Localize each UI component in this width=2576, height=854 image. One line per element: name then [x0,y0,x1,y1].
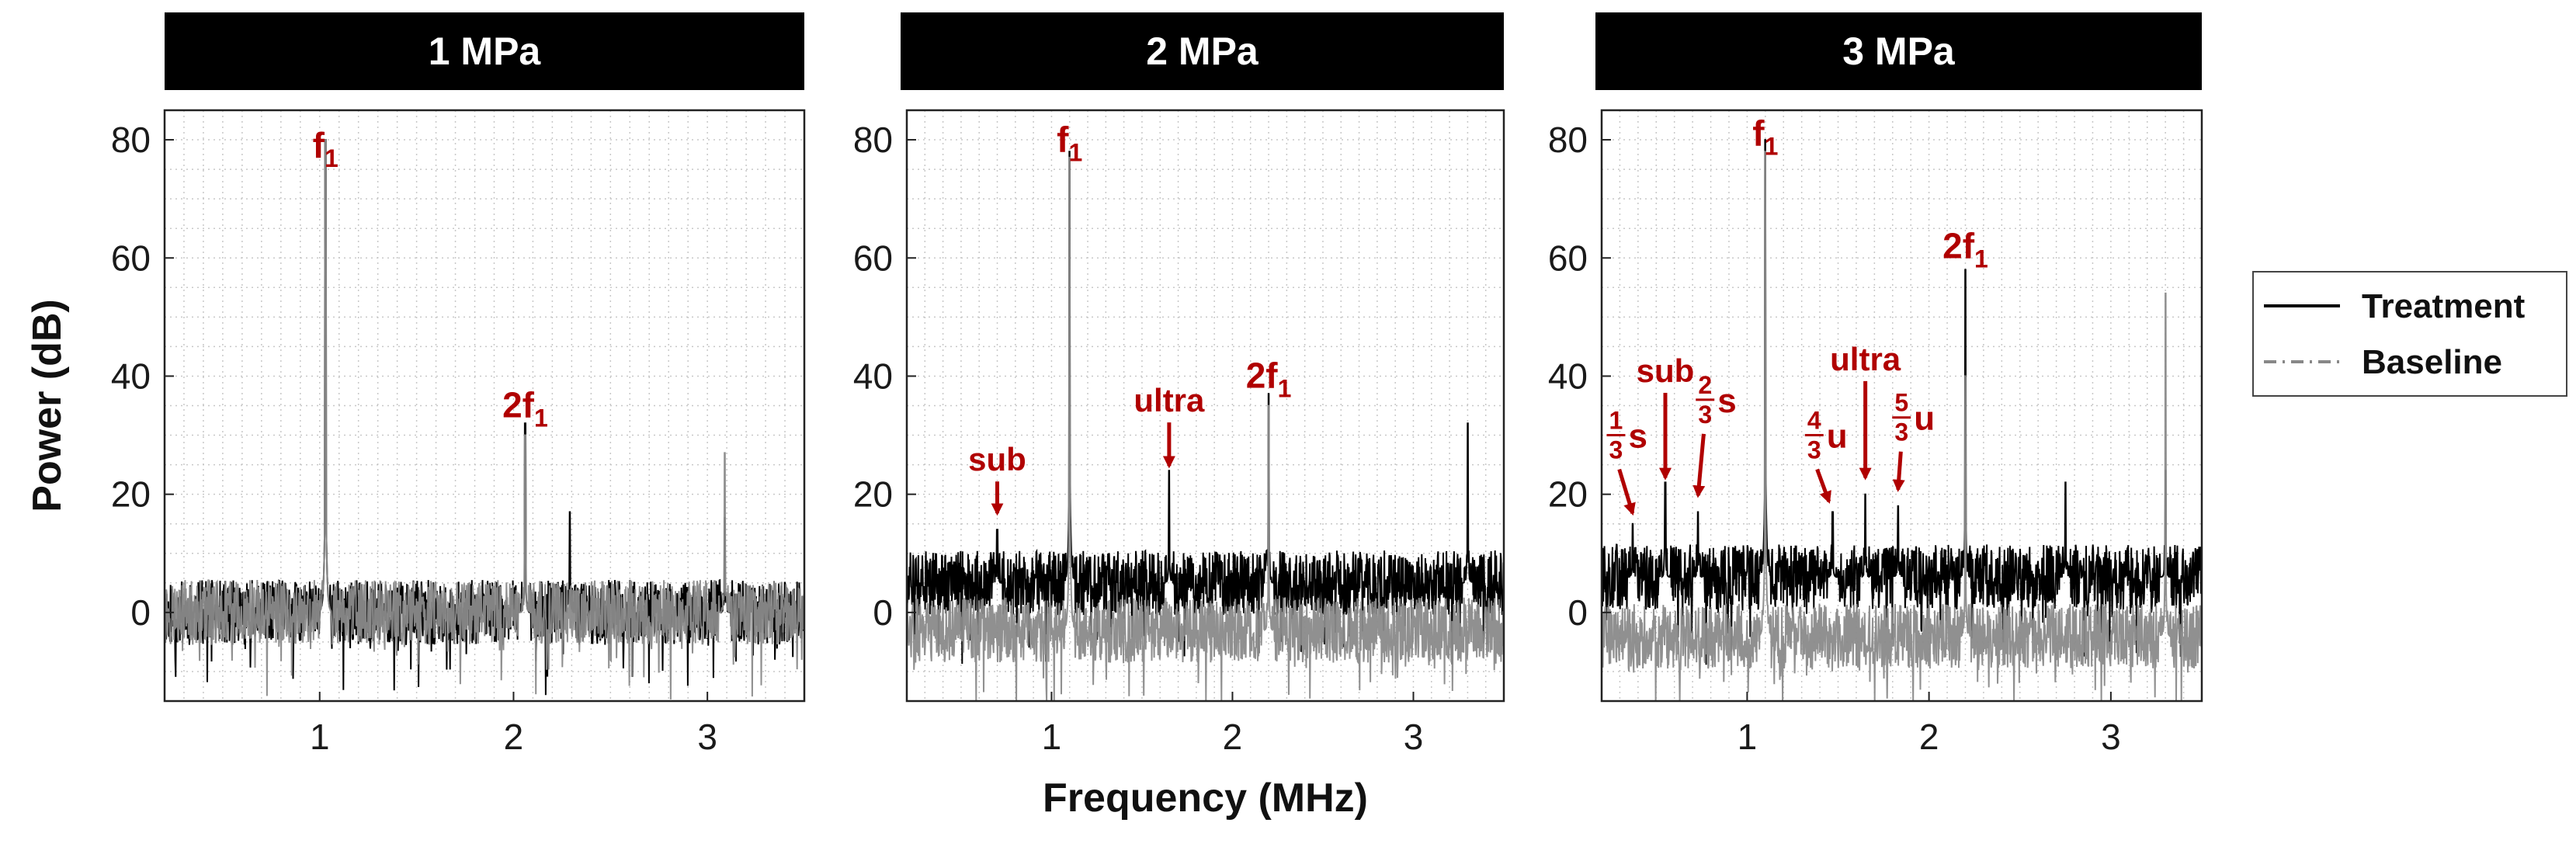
annotation-subscript: 1 [1765,133,1779,161]
annotation-tail: s [1628,418,1647,456]
grid [164,109,805,702]
annotation-denominator: 3 [1609,436,1623,464]
x-tick-label: 1 [310,717,330,757]
annotation-label: 2f1 [502,385,548,432]
annotation-subscript: 1 [1068,138,1082,166]
series-baseline [906,156,1505,702]
x-tick-label: 3 [2101,717,2121,757]
annotation-label: 2f1 [1942,225,1988,273]
x-tick-label: 3 [697,717,717,757]
annotation: 2f1 [1942,225,1988,273]
plot-frame [1600,109,2203,703]
series-treatment [906,151,1505,665]
plot-frame [905,109,1505,703]
y-tick-label: 20 [1548,474,1588,515]
y-tick-label: 20 [853,474,893,515]
y-tick-label: 60 [1548,238,1588,278]
annotation-label: ultra [1134,382,1205,418]
series-baseline [1601,151,2203,702]
annotation-denominator: 3 [1698,401,1712,429]
y-tick-label: 60 [853,238,893,278]
annotation-subscript: 1 [1974,245,1988,273]
annotation-tail: s [1717,382,1736,420]
y-tick-label: 40 [111,356,151,396]
x-tick-label: 2 [504,717,524,757]
annotation: ultra [1134,382,1205,469]
annotation-denominator: 3 [1894,418,1908,446]
y-tick-label: 0 [1567,592,1588,633]
annotation-arrow [1892,451,1905,492]
annotation-tail: u [1914,400,1935,438]
panel-title: 3 MPa [1842,30,1956,73]
annotation-label: f1 [1752,113,1778,161]
series-baseline [164,139,805,700]
plot-frame [163,109,806,703]
annotation-label: f1 [1057,119,1082,166]
annotation-denominator: 3 [1807,436,1821,464]
annotation-arrow [1815,468,1831,504]
panel-2: 2 MPa 0 20 40 60 80 1 2 3 Frequency (MHz) f1 2f1 sub… [853,12,1505,821]
panel-title: 2 MPa [1146,30,1259,73]
y-tick-label: 60 [111,238,151,278]
y-tick-label: 20 [111,474,151,515]
panel-title: 1 MPa [429,30,542,73]
y-tick-label: 80 [853,120,893,160]
panel-1: 1 MPa 0 20 40 60 80 1 2 3 Power (dB) f1 2f1 [25,12,806,757]
annotation: sub [1637,352,1695,481]
annotation-numerator: 4 [1807,407,1821,435]
annotation-label: sub [1637,352,1695,389]
annotation-label: f1 [313,125,338,172]
legend-label-baseline: Baseline [2362,343,2502,381]
annotation-label: ultra [1830,341,1901,377]
annotation-arrow [1692,433,1706,498]
annotation-label: sub [968,441,1026,477]
y-tick-label: 40 [1548,356,1588,396]
x-tick-label: 2 [1223,717,1243,757]
annotation: f1 [313,125,338,172]
annotation-subscript: 1 [534,404,548,432]
annotation: 2f1 [502,385,548,432]
annotation-subscript: 1 [1278,375,1292,403]
panel-header [901,12,1504,90]
annotation: f1 [1752,113,1778,161]
x-tick-label: 2 [1919,717,1939,757]
panel-header [1595,12,2202,90]
annotation: sub [968,441,1026,516]
legend: Treatment Baseline [2252,271,2567,397]
y-tick-label: 40 [853,356,893,396]
y-tick-label: 0 [130,592,151,633]
panel-header [165,12,804,90]
annotation-subscript: 1 [325,144,338,172]
annotation-arrow [1617,468,1636,516]
annotation: 13 s [1606,407,1647,516]
grid [1601,109,2203,702]
x-tick-label: 3 [1404,717,1424,757]
x-tick-label: 1 [1738,717,1758,757]
annotation: f1 [1057,119,1082,166]
y-tick-label: 0 [873,592,893,633]
y-tick-label: 80 [1548,120,1588,160]
annotation-numerator: 5 [1894,389,1908,417]
annotation: 23 s [1692,371,1737,498]
y-axis-title: Power (dB) [25,299,70,512]
annotation-label: 2f1 [1246,356,1292,403]
legend-label-treatment: Treatment [2362,287,2526,325]
annotation: 2f1 [1246,356,1292,403]
x-axis-title: Frequency (MHz) [1043,776,1368,821]
annotation: 53 u [1892,389,1935,492]
annotation-numerator: 1 [1609,407,1623,435]
x-tick-label: 1 [1042,717,1062,757]
annotation: 43 u [1804,407,1848,504]
annotation: ultra [1830,341,1901,481]
annotation-numerator: 2 [1698,371,1712,399]
annotation-tail: u [1827,418,1848,456]
legend-box [2252,271,2567,397]
y-tick-label: 80 [111,120,151,160]
